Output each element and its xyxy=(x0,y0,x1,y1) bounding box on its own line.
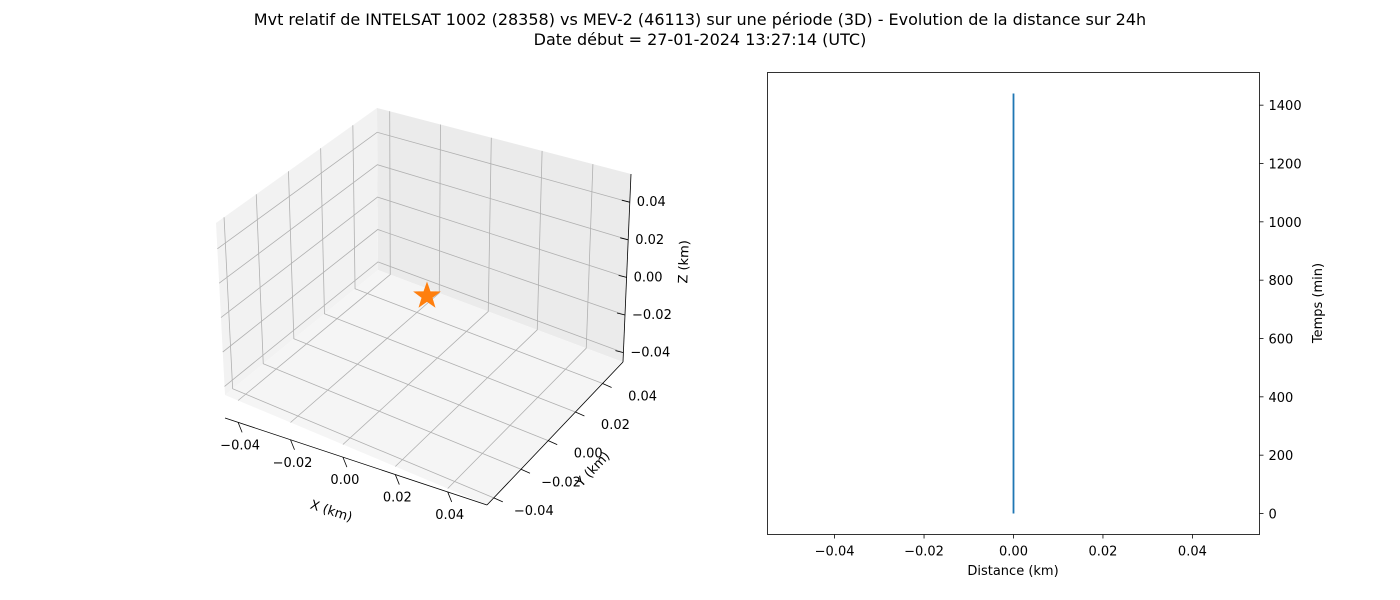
x-axis-label-2d: Distance (km) xyxy=(967,564,1058,579)
x-tick-3d-2 xyxy=(342,457,348,468)
x-tick-label-3d-3: 0.02 xyxy=(383,491,412,506)
y-tick-label-3d-0: −0.04 xyxy=(514,504,554,519)
pane-left-yz xyxy=(216,108,378,395)
grid-z-3 xyxy=(218,164,629,284)
z-tick-label-3d-3: 0.02 xyxy=(635,233,664,248)
z-axis-label-3d: Z (km) xyxy=(676,240,693,284)
subplot-distance-time: −0.04 −0.02 0.00 0.02 0.04 0 200 400 600 800 1000 1… xyxy=(767,72,1326,579)
x-tick-3d-0 xyxy=(237,422,243,433)
y-tick-3d-2 xyxy=(548,440,558,446)
z-tick-label-3d-1: −0.02 xyxy=(632,308,672,323)
y-tick-3d-1 xyxy=(520,468,531,474)
y-tick-label-2d-3: 600 xyxy=(1269,333,1294,348)
z-axis-line xyxy=(622,173,632,363)
x-tick-label-2d-0: −0.04 xyxy=(815,545,855,560)
y-tick-label-3d-3: 0.02 xyxy=(601,418,630,433)
z-tick-3d-0 xyxy=(615,350,624,353)
origin-star-marker xyxy=(413,281,441,308)
y-tick-label-3d-4: 0.04 xyxy=(628,389,657,404)
grid-y-3 xyxy=(320,148,576,413)
y-tick-label-2d-6: 1200 xyxy=(1269,158,1302,173)
x-tick-label-3d-4: 0.04 xyxy=(435,508,464,523)
x-tick-label-3d-2: 0.00 xyxy=(330,473,359,488)
figure-title-line-2: Date début = 27-01-2024 13:27:14 (UTC) xyxy=(533,30,867,49)
y-tick-label-2d-4: 800 xyxy=(1269,274,1294,289)
grid-x-2 xyxy=(342,137,492,445)
grid-z-0 xyxy=(224,261,624,387)
grid-x-0 xyxy=(237,111,391,401)
x-tick-3d-3 xyxy=(394,474,400,485)
x-axis-line xyxy=(224,417,488,506)
y-tick-3d-0 xyxy=(493,497,503,503)
grid-x-4 xyxy=(447,164,594,489)
grid-z-2 xyxy=(220,196,627,318)
y-tick-3d-4 xyxy=(602,383,612,388)
x-tick-label-2d-2: 0.00 xyxy=(999,545,1028,560)
y-axis-line xyxy=(486,361,624,506)
grid-y-4 xyxy=(352,125,603,384)
y-tick-label-2d-0: 0 xyxy=(1269,508,1277,523)
y-axis-label-2d: Temps (min) xyxy=(1311,263,1326,344)
x-tick-label-3d-0: −0.04 xyxy=(220,438,260,453)
x-tick-3d-1 xyxy=(290,439,295,450)
y-tick-3d-3 xyxy=(575,411,585,417)
y-tick-label-2d-5: 1000 xyxy=(1269,216,1302,231)
grid-y-1 xyxy=(255,194,522,470)
z-tick-label-3d-2: 0.00 xyxy=(634,270,663,285)
x-tick-label-2d-3: 0.02 xyxy=(1088,545,1117,560)
z-tick-label-3d-4: 0.04 xyxy=(637,195,666,210)
y-tick-label-2d-7: 1400 xyxy=(1269,99,1302,114)
x-tick-label-2d-1: −0.02 xyxy=(904,545,944,560)
grid-z-1 xyxy=(222,229,626,353)
ticks-2d: −0.04 −0.02 0.00 0.02 0.04 0 200 400 600 800 1000 1… xyxy=(815,99,1302,559)
y-tick-label-3d-2: 0.00 xyxy=(574,447,603,462)
y-tick-label-2d-2: 400 xyxy=(1269,391,1294,406)
grid-y-0 xyxy=(223,217,494,499)
ticks-3d: −0.04 −0.02 0.00 0.02 0.04 −0.04 −0.02 0.00 0.02… xyxy=(220,195,672,523)
z-tick-3d-1 xyxy=(616,312,626,316)
x-axis-label-3d: X (km) xyxy=(308,498,354,526)
grid-y-2 xyxy=(288,171,549,442)
figure-title-line-1: Mvt relatif de INTELSAT 1002 (28358) vs … xyxy=(253,10,1147,29)
grid-x-1 xyxy=(290,124,441,423)
z-tick-3d-2 xyxy=(618,275,627,278)
y-tick-label-2d-1: 200 xyxy=(1269,449,1294,464)
z-tick-label-3d-0: −0.04 xyxy=(630,346,670,361)
grid-z-4 xyxy=(217,131,630,250)
subplot-3d-trajectory: −0.04 −0.02 0.00 0.02 0.04 −0.04 −0.02 0.00 0.02… xyxy=(216,108,693,526)
x-tick-3d-4 xyxy=(447,491,453,503)
x-tick-label-2d-4: 0.04 xyxy=(1178,545,1207,560)
grid-x-3 xyxy=(395,150,543,467)
grid-3d xyxy=(217,111,630,499)
x-tick-label-3d-1: −0.02 xyxy=(273,456,313,471)
z-tick-3d-3 xyxy=(620,237,629,241)
z-tick-3d-4 xyxy=(621,199,630,203)
y-tick-label-3d-1: −0.02 xyxy=(541,475,581,490)
